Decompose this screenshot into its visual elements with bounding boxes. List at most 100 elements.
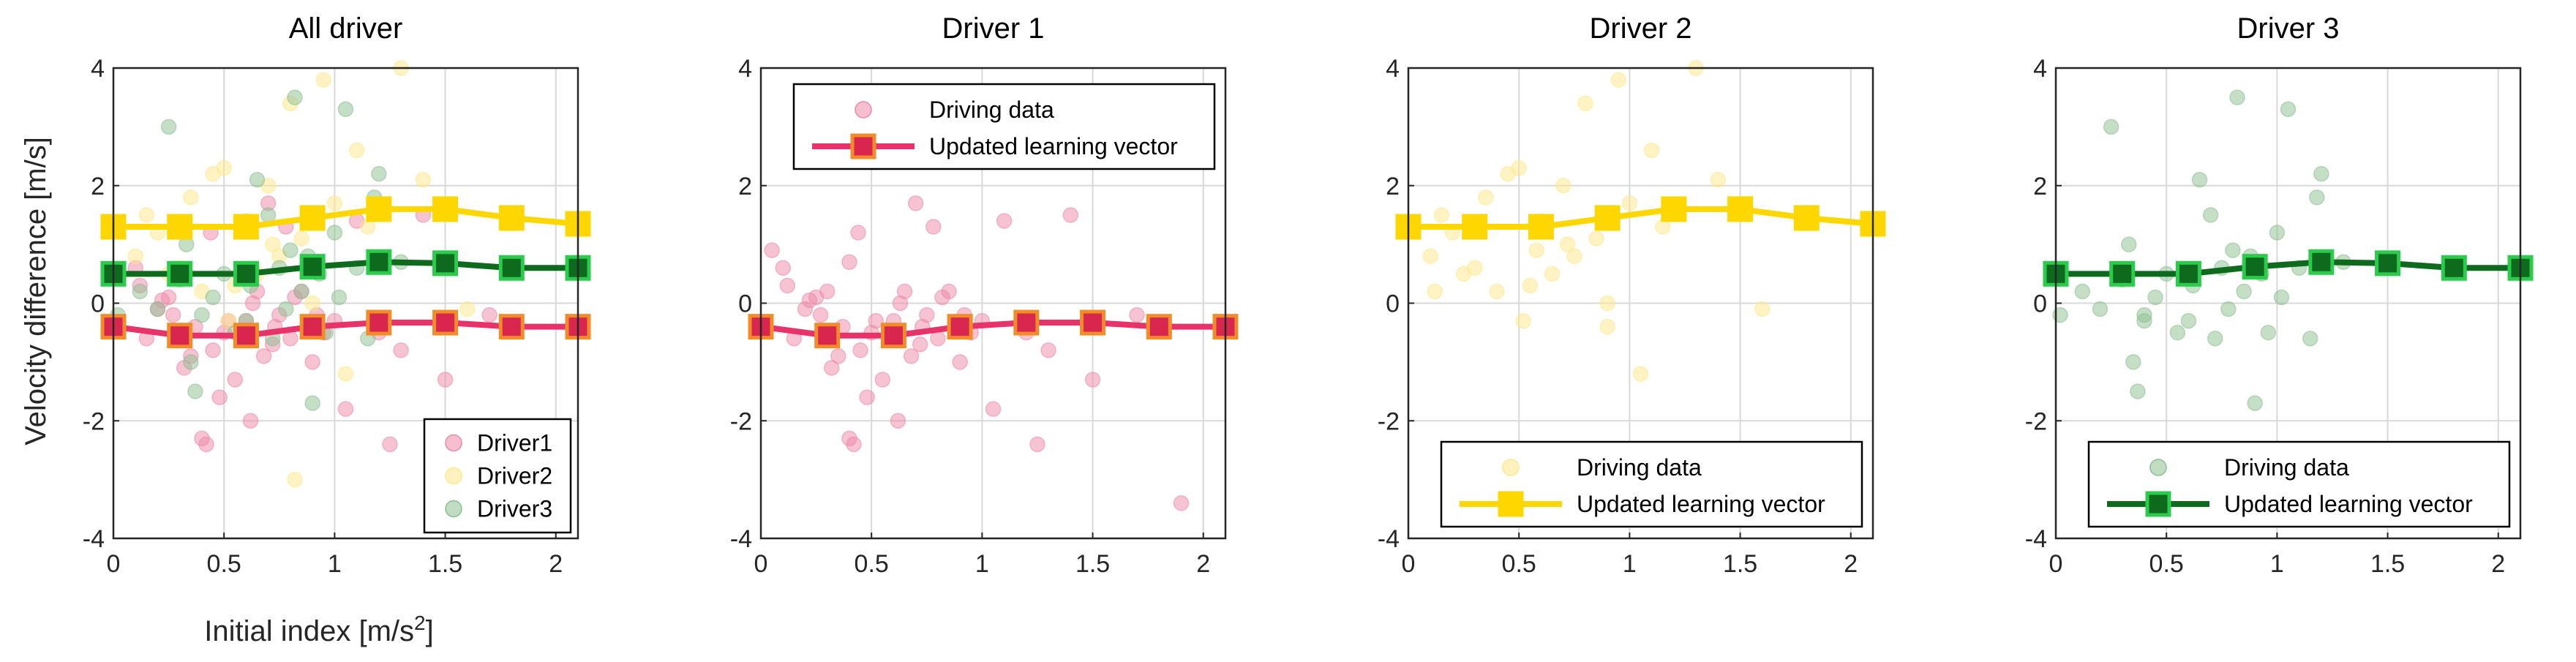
scatter-point: [282, 330, 298, 347]
y-tick-label: 4: [1386, 55, 1400, 83]
learning-vector-marker: [2441, 255, 2467, 281]
scatter-point: [205, 342, 221, 358]
scatter-point: [779, 277, 796, 294]
scatter-point: [2207, 330, 2223, 347]
learning-vector-series: [1395, 196, 1886, 240]
y-tick-label: 0: [2033, 290, 2047, 318]
scatter-point: [1544, 266, 1561, 282]
learning-vector-marker: [1727, 196, 1754, 222]
scatter-point: [850, 225, 866, 241]
scatter-point: [2229, 89, 2245, 105]
legend-label: Updated learning vector: [1577, 491, 1825, 517]
scatter-point: [2202, 207, 2219, 223]
x-tick-label: 0: [1402, 550, 1416, 578]
y-tick-label: -2: [2025, 407, 2047, 435]
learning-vector-marker: [1528, 214, 1554, 240]
scatter-point: [1632, 366, 1649, 382]
scatter-point: [393, 342, 409, 358]
learning-vector-marker: [2375, 250, 2401, 277]
scatter-point: [165, 306, 181, 323]
legend-entry: Driving data: [2149, 454, 2349, 481]
scatter-point: [985, 401, 1002, 417]
legend-symbol: [2149, 459, 2167, 476]
legend-label: Driver2: [477, 463, 552, 489]
learning-vector-series: [2043, 249, 2534, 287]
scatter-point: [2225, 242, 2241, 258]
learning-vector-marker: [432, 196, 459, 222]
scatter-point: [242, 413, 259, 429]
learning-vector-marker: [498, 255, 525, 281]
x-tick-label: 0.5: [855, 550, 889, 578]
scatter-point: [2121, 236, 2137, 252]
legend-label: Driving data: [2224, 454, 2349, 481]
scatter-point: [2236, 283, 2252, 300]
scatter-point: [775, 260, 791, 277]
legend: Driving data Updated learning vector: [1440, 440, 1863, 528]
scatter-point: [1040, 342, 1056, 358]
learning-vector-marker: [814, 323, 841, 349]
scatter-point: [337, 101, 354, 118]
scatter-point: [437, 372, 454, 388]
scatter-point: [819, 283, 835, 300]
scatter-point: [127, 248, 143, 264]
legend-entry: Updated learning vector: [812, 133, 1178, 159]
scatter-point: [925, 219, 942, 235]
learning-vector-marker: [233, 214, 259, 240]
scatter-point: [348, 142, 365, 159]
x-tick-label: 0: [754, 550, 768, 578]
scatter-point: [211, 389, 228, 405]
scatter-point: [1566, 248, 1582, 264]
learning-vector-marker: [498, 205, 525, 231]
scatter-point: [304, 354, 320, 370]
scatter-point: [1577, 95, 1593, 111]
x-tick-label: 1: [328, 550, 342, 578]
legend-label: Updated learning vector: [929, 133, 1178, 159]
scatter-point: [227, 372, 244, 388]
y-tick-label: 2: [91, 173, 105, 200]
legend-marker-symbol: [2145, 491, 2171, 517]
scatter-point: [2273, 289, 2290, 306]
scatter-point: [205, 289, 221, 306]
learning-vector-marker: [1462, 214, 1488, 240]
scatter-point: [1427, 283, 1443, 300]
scatter-point: [2136, 312, 2152, 329]
x-tick-label: 1: [1623, 550, 1637, 578]
legend-symbol: [1502, 459, 1520, 476]
scatter-point: [1610, 72, 1627, 88]
learning-vector-marker: [2242, 254, 2268, 280]
scatter-point: [1599, 318, 1615, 335]
scatter-point: [260, 207, 277, 223]
legend-symbol: [445, 467, 462, 485]
scatter-point: [459, 301, 476, 317]
learning-vector-marker: [299, 314, 326, 340]
scatter-point: [1621, 195, 1638, 211]
learning-vector-marker: [2308, 249, 2335, 275]
scatter-point: [304, 295, 320, 312]
scatter-point: [1478, 189, 1494, 206]
scatter-point: [1588, 230, 1604, 247]
learning-vector-marker: [1146, 314, 1172, 340]
learning-vector-marker: [1594, 205, 1621, 231]
y-tick-label: -4: [2025, 525, 2047, 553]
x-tick-label: 0: [2049, 550, 2063, 578]
x-tick-label: 1.5: [1723, 550, 1757, 578]
legend-label: Driving data: [929, 97, 1054, 123]
scatter-point: [287, 471, 303, 488]
scatter-point: [1455, 266, 1472, 282]
y-tick-label: 4: [738, 55, 752, 83]
x-tick-label: 2: [2491, 550, 2505, 578]
scatter-point: [2247, 395, 2263, 411]
learning-vector-marker: [432, 250, 459, 277]
chart-panel-4: 0 0.5 1 1.5 2 -4 -2 0 2 4 Driver 3 Driving data Upda…: [2025, 12, 2534, 578]
scatter-point: [1710, 171, 1727, 188]
scatter-point: [2280, 101, 2297, 118]
scatter-point: [874, 372, 891, 388]
scatter-point: [304, 395, 320, 411]
scatter-point: [315, 72, 332, 88]
scatter-point: [2074, 283, 2091, 300]
x-tick-label: 1: [975, 550, 989, 578]
scatter-point: [187, 383, 203, 399]
y-tick-label: -4: [83, 525, 105, 553]
learning-vector-marker: [2175, 260, 2201, 287]
legend-entry: Driver2: [445, 463, 552, 489]
